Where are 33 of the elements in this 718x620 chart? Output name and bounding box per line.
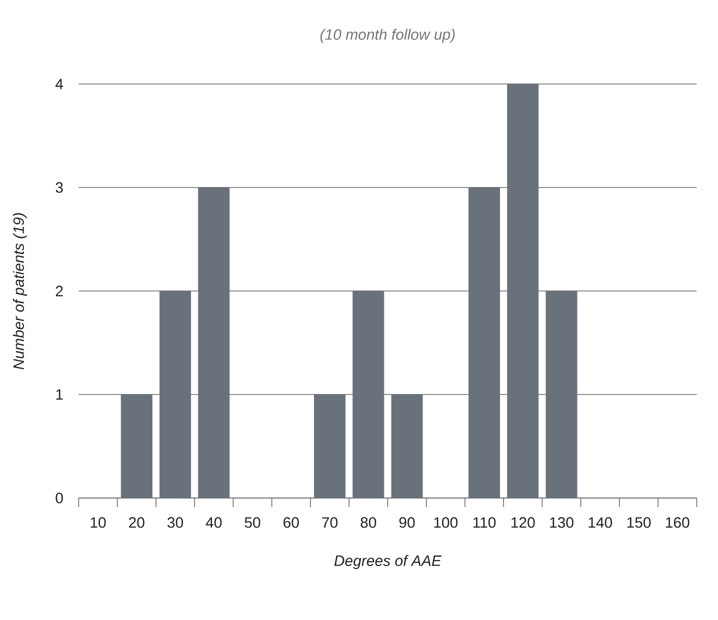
x-tick-label: 120 [512, 517, 535, 528]
bar [120, 394, 152, 498]
bar [160, 290, 192, 498]
x-tick-label: 110 [473, 517, 496, 528]
x-tick-label: 100 [434, 517, 458, 528]
x-tick-label: 20 [129, 517, 144, 528]
x-tick-label: 160 [666, 517, 690, 528]
bar [468, 187, 500, 498]
y-tick-label: 3 [56, 182, 63, 193]
x-tick-label: 130 [550, 517, 574, 528]
bar [391, 394, 423, 498]
y-tick-label: 4 [55, 78, 64, 90]
x-axis-title: Degrees of AAE [334, 555, 442, 569]
bar [198, 187, 230, 498]
x-tick-label: 10 [90, 517, 106, 528]
x-tick-label: 80 [360, 517, 376, 528]
chart-title: (10 month follow up) [320, 28, 455, 43]
x-tick-label: 140 [588, 517, 612, 528]
x-tick-label: 40 [206, 517, 222, 528]
x-tick-label: 70 [322, 517, 338, 528]
y-axis-title: Number of patients (19) [12, 213, 27, 370]
y-tick-label: 0 [56, 492, 63, 504]
bar [546, 290, 578, 498]
bar [352, 290, 384, 498]
y-tick-label: 1 [56, 389, 63, 400]
x-tick-label: 60 [284, 517, 299, 528]
x-tick-label: 90 [399, 517, 415, 528]
bar [507, 84, 539, 498]
x-tick-label: 150 [627, 517, 651, 528]
bar [314, 394, 346, 498]
x-tick-label: 50 [244, 517, 260, 528]
x-tick-label: 30 [167, 517, 183, 528]
y-tick-label: 2 [56, 286, 63, 296]
